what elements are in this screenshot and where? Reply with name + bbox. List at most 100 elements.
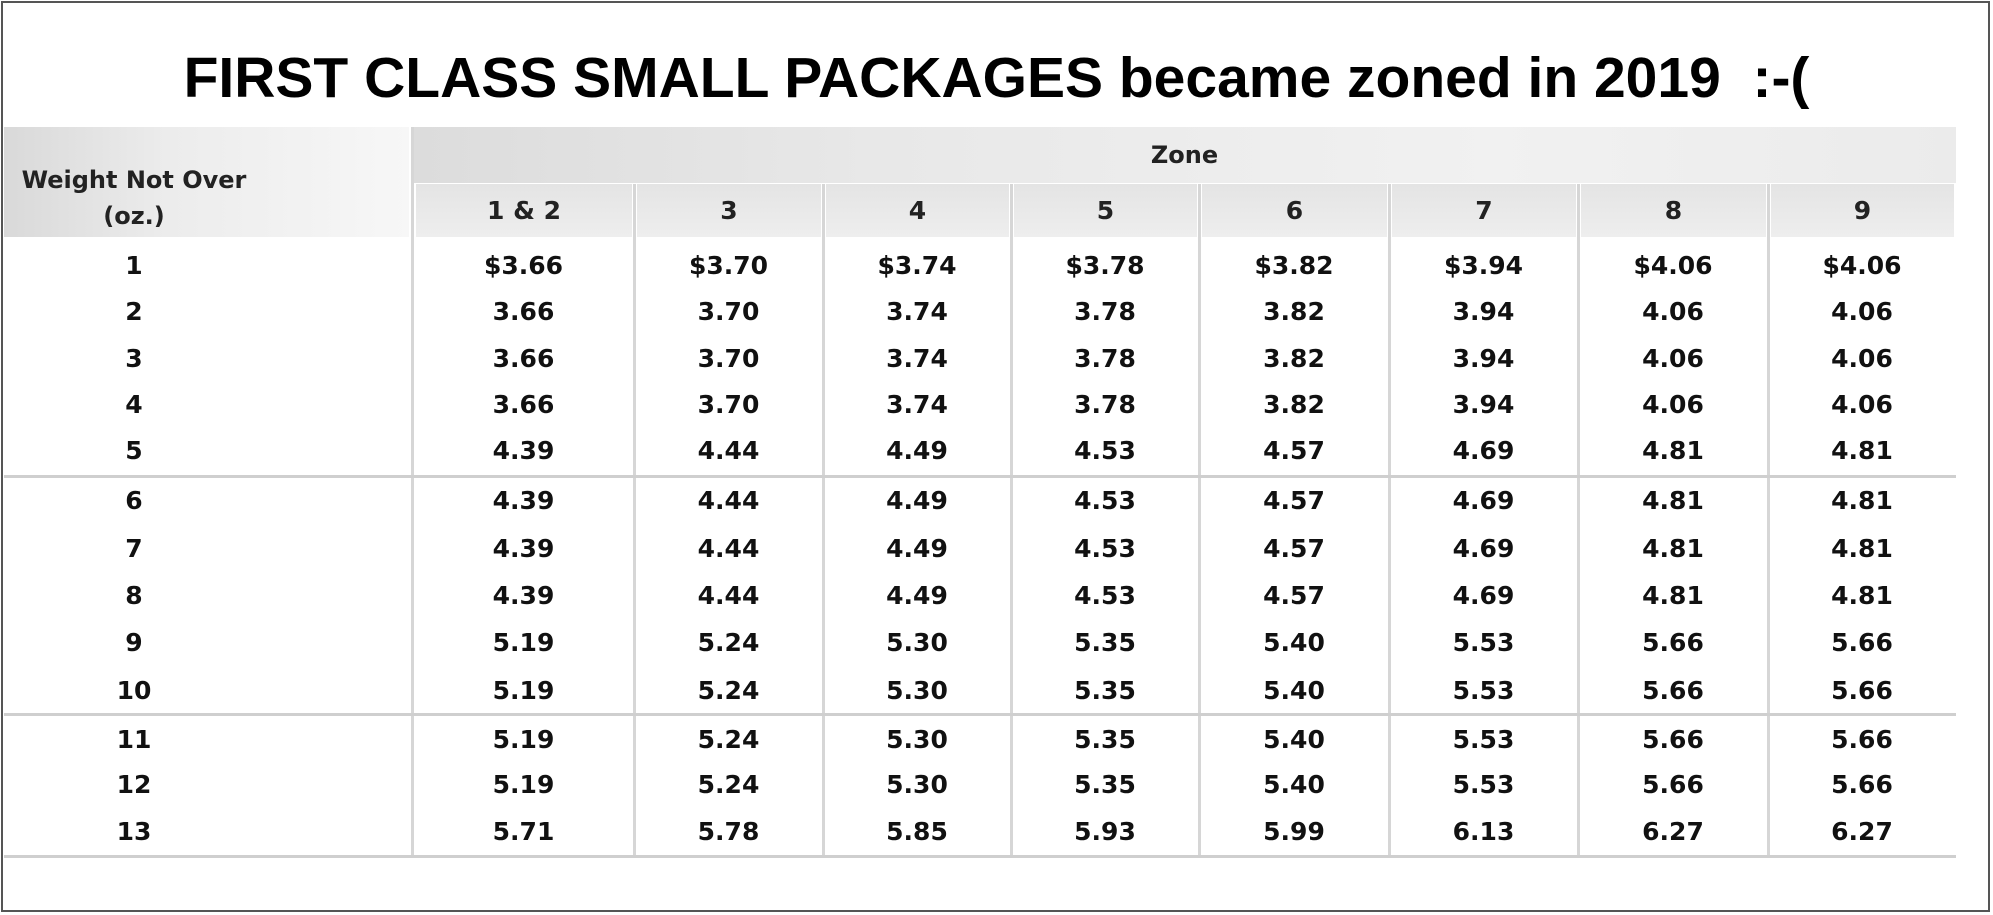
price-cell: 4.49	[886, 580, 948, 610]
column-divider	[822, 184, 825, 855]
price-cell: 5.24	[697, 627, 760, 657]
price-cell: 3.78	[1074, 343, 1136, 373]
price-cell: 5.24	[697, 675, 760, 705]
weight-cell: 6	[125, 485, 143, 515]
price-cell: 5.78	[697, 816, 760, 846]
price-cell: 4.39	[492, 580, 555, 610]
price-cell: 3.66	[492, 343, 555, 373]
price-cell: 5.53	[1452, 675, 1515, 705]
price-cell: 5.35	[1074, 675, 1136, 705]
weight-cell: 9	[125, 627, 143, 657]
price-cell: 4.06	[1642, 296, 1704, 326]
zone-column-header: 5	[1014, 184, 1197, 237]
column-divider	[1198, 184, 1201, 855]
price-cell: 4.69	[1452, 580, 1515, 610]
price-cell: 3.82	[1263, 296, 1325, 326]
price-cell: 3.74	[886, 296, 948, 326]
column-divider	[1010, 184, 1013, 855]
price-cell: 5.99	[1263, 816, 1325, 846]
price-cell: 3.70	[697, 343, 760, 373]
price-cell: 4.69	[1452, 533, 1515, 563]
price-cell: $4.06	[1633, 250, 1713, 280]
price-cell: 4.81	[1642, 533, 1704, 563]
zone-column-header: 9	[1771, 184, 1954, 237]
price-cell: 4.81	[1642, 485, 1704, 515]
price-cell: 5.53	[1452, 627, 1515, 657]
price-cell: 3.70	[697, 296, 760, 326]
price-cell: 5.19	[492, 627, 555, 657]
price-cell: 5.24	[697, 724, 760, 754]
price-cell: 3.74	[886, 343, 948, 373]
price-cell: 4.53	[1074, 580, 1136, 610]
price-cell: 4.39	[492, 485, 555, 515]
weight-cell: 5	[125, 435, 143, 465]
price-cell: $3.70	[688, 250, 769, 280]
price-cell: 5.19	[492, 769, 555, 799]
price-cell: 4.57	[1263, 485, 1325, 515]
price-cell: 5.30	[886, 724, 948, 754]
price-cell: 4.49	[886, 435, 948, 465]
price-cell: 4.81	[1642, 435, 1704, 465]
price-cell: 5.66	[1831, 724, 1893, 754]
price-cell: 3.78	[1074, 296, 1136, 326]
price-cell: 5.66	[1831, 769, 1893, 799]
price-cell: 3.82	[1263, 343, 1325, 373]
weight-cell: 2	[125, 296, 143, 326]
price-cell: 4.57	[1263, 580, 1325, 610]
price-cell: 4.69	[1452, 485, 1515, 515]
weight-cell: 1	[125, 250, 143, 280]
column-divider	[633, 184, 636, 855]
weight-header-label: Weight Not Over	[21, 166, 247, 194]
price-cell: 3.78	[1074, 389, 1136, 419]
price-cell: 4.49	[886, 485, 948, 515]
price-cell: 5.40	[1263, 627, 1325, 657]
price-cell: 4.06	[1642, 343, 1704, 373]
price-cell: $3.66	[483, 250, 564, 280]
weight-cell: 12	[116, 769, 152, 799]
price-cell: 5.71	[492, 816, 555, 846]
row-group-divider	[4, 475, 1956, 478]
price-cell: 5.30	[886, 627, 948, 657]
price-cell: 4.57	[1263, 435, 1325, 465]
price-cell: 6.27	[1642, 816, 1704, 846]
price-cell: 5.35	[1074, 724, 1136, 754]
price-cell: 5.30	[886, 675, 948, 705]
price-cell: 4.44	[697, 580, 760, 610]
price-cell: 4.81	[1831, 435, 1893, 465]
price-cell: 4.81	[1831, 580, 1893, 610]
price-cell: 4.39	[492, 435, 555, 465]
column-divider	[1388, 184, 1391, 855]
weight-cell: 10	[116, 675, 152, 705]
weight-column-header: Weight Not Over (oz.)	[4, 127, 409, 237]
weight-cell: 7	[125, 533, 143, 563]
price-cell: 5.66	[1831, 627, 1893, 657]
zone-column-header: 4	[826, 184, 1009, 237]
column-divider	[1577, 184, 1580, 855]
zone-column-header: 7	[1392, 184, 1576, 237]
price-cell: 4.06	[1831, 296, 1893, 326]
price-cell: 5.93	[1074, 816, 1136, 846]
price-cell: 5.35	[1074, 769, 1136, 799]
price-cell: 4.53	[1074, 435, 1136, 465]
price-cell: 5.40	[1263, 675, 1325, 705]
price-cell: 4.53	[1074, 533, 1136, 563]
price-cell: 5.40	[1263, 769, 1325, 799]
price-cell: 3.66	[492, 389, 555, 419]
weight-cell: 8	[125, 580, 143, 610]
price-cell: 3.74	[886, 389, 948, 419]
price-cell: 5.53	[1452, 724, 1515, 754]
row-group-divider	[4, 713, 1956, 716]
zone-group-header: Zone	[413, 127, 1956, 183]
price-cell: 3.66	[492, 296, 555, 326]
price-cell: 4.06	[1831, 343, 1893, 373]
zone-column-header: 8	[1581, 184, 1766, 237]
price-cell: 3.94	[1452, 343, 1515, 373]
price-cell: 4.53	[1074, 485, 1136, 515]
price-cell: 5.85	[886, 816, 948, 846]
price-cell: 4.69	[1452, 435, 1515, 465]
price-cell: 5.66	[1642, 675, 1704, 705]
price-cell: 5.53	[1452, 769, 1515, 799]
price-cell: 3.82	[1263, 389, 1325, 419]
price-cell: 4.44	[697, 435, 760, 465]
